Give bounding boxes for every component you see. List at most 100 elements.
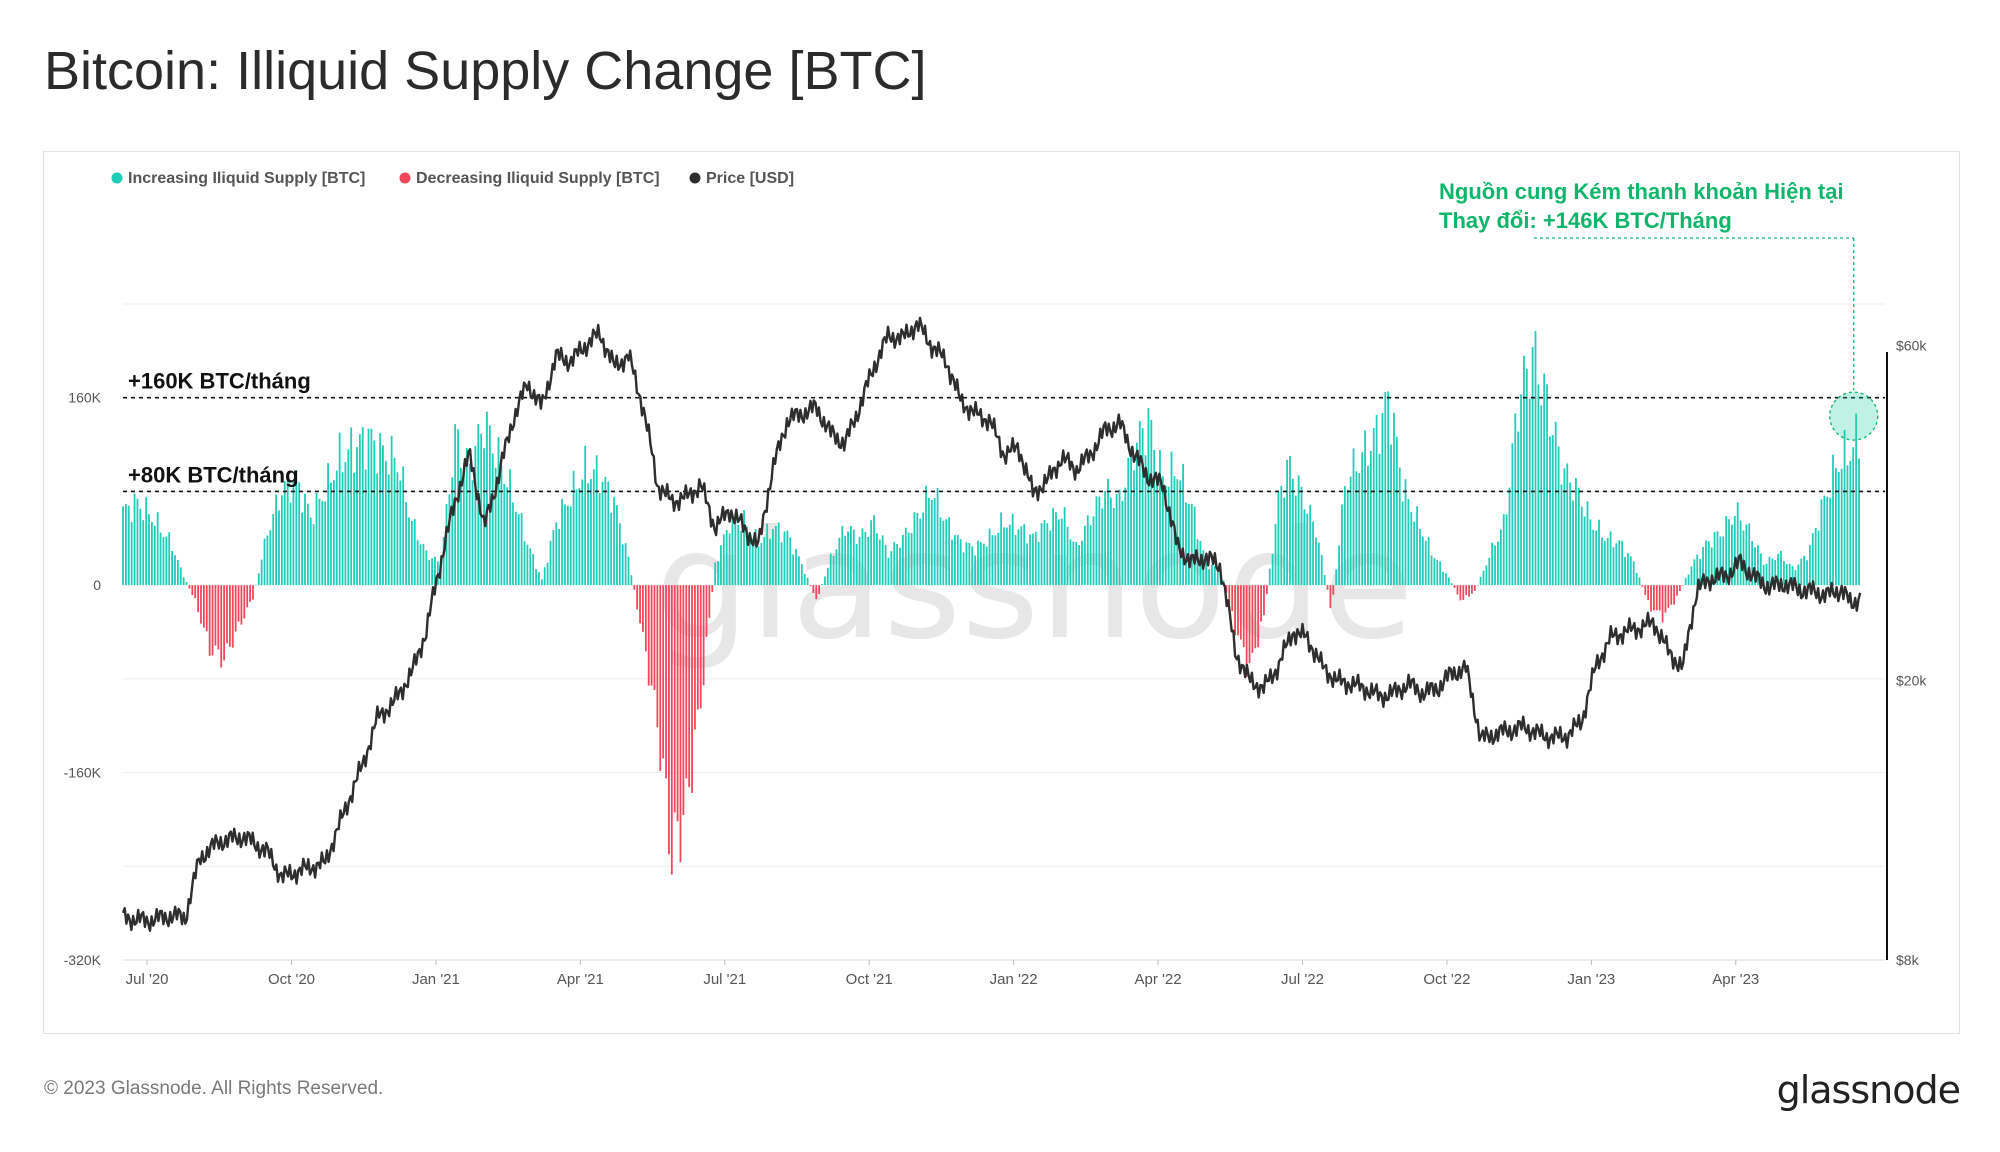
- bar-increase: [1315, 537, 1317, 586]
- bar-increase: [1560, 484, 1563, 586]
- bar-increase: [1375, 415, 1378, 586]
- bar-increase: [350, 427, 353, 586]
- bar-increase: [1705, 540, 1707, 586]
- bar-increase: [1046, 523, 1049, 586]
- bar-increase: [826, 567, 829, 586]
- bar-increase: [1505, 514, 1508, 586]
- bar-increase: [876, 533, 878, 586]
- chart-panel: glassnode +160K BTC/tháng +80K BTC/tháng 16…: [43, 151, 1960, 1034]
- bar-decrease: [1670, 585, 1673, 605]
- bar-increase: [1583, 516, 1586, 586]
- bar-increase: [575, 489, 578, 586]
- bar-increase: [393, 457, 396, 586]
- bar-increase: [428, 560, 431, 586]
- bar-increase: [581, 479, 584, 586]
- bar-increase: [896, 544, 899, 586]
- bar-increase: [925, 485, 927, 586]
- y-right-tick-label: $8k: [1896, 952, 1920, 968]
- bar-increase: [1144, 455, 1147, 586]
- bar-increase: [416, 540, 419, 586]
- bar-decrease: [1459, 585, 1462, 601]
- bar-increase: [465, 448, 468, 586]
- bar-increase: [618, 523, 621, 586]
- bar-increase: [1104, 491, 1106, 586]
- bar-decrease: [1239, 585, 1242, 640]
- bar-increase: [460, 467, 462, 586]
- bar-decrease: [1225, 585, 1228, 593]
- bar-increase: [529, 548, 532, 586]
- bar-increase: [1811, 533, 1814, 586]
- bar-increase: [740, 530, 743, 586]
- bar-increase: [746, 526, 748, 586]
- bar-decrease: [234, 585, 237, 632]
- bar-increase: [124, 503, 127, 586]
- bar-increase: [1306, 513, 1309, 586]
- bar-increase: [1499, 529, 1502, 586]
- bar-increase: [867, 536, 870, 586]
- bar-increase: [884, 544, 887, 586]
- bar-increase: [1852, 447, 1855, 586]
- bar-decrease: [246, 585, 249, 608]
- bar-increase: [754, 529, 757, 586]
- legend: Increasing Iliquid Supply [BTC] Decreasin…: [111, 170, 794, 187]
- bar-increase: [780, 542, 783, 586]
- bar-increase: [1049, 530, 1052, 586]
- bar-increase: [1502, 514, 1505, 586]
- bar-increase: [1395, 436, 1398, 586]
- bar-increase: [344, 462, 347, 586]
- bar-increase: [1765, 563, 1768, 586]
- bar-increase: [390, 435, 393, 586]
- bar-increase: [873, 515, 875, 586]
- bar-increase: [462, 463, 465, 586]
- bar-increase: [526, 544, 529, 586]
- bar-increase: [1309, 504, 1312, 586]
- bar-increase: [1398, 467, 1401, 586]
- bar-decrease: [1329, 585, 1332, 609]
- bar-increase: [321, 501, 324, 586]
- bar-increase: [1130, 447, 1132, 586]
- bar-increase: [457, 429, 459, 586]
- bar-decrease: [705, 585, 708, 637]
- y-left-tick-label: 160K: [68, 390, 101, 406]
- bar-increase: [792, 554, 795, 586]
- bar-increase: [610, 512, 613, 586]
- footer-copyright: © 2023 Glassnode. All Rights Reserved.: [44, 1078, 384, 1099]
- bar-increase: [1762, 564, 1765, 586]
- bar-increase: [1361, 452, 1364, 586]
- bar-increase: [722, 534, 725, 586]
- bar-decrease: [1453, 585, 1456, 588]
- bar-increase: [1005, 527, 1008, 586]
- bar-decrease: [1641, 585, 1644, 587]
- bar-increase: [798, 556, 800, 586]
- bar-increase: [1722, 536, 1725, 586]
- bar-decrease: [694, 585, 696, 730]
- legend-label: Price [USD]: [706, 170, 794, 187]
- bar-increase: [1450, 583, 1453, 586]
- bar-increase: [506, 487, 509, 586]
- bar-increase: [1008, 524, 1011, 586]
- bar-decrease: [1653, 585, 1655, 611]
- bar-increase: [1638, 577, 1641, 586]
- bar-increase: [1393, 412, 1395, 586]
- bar-increase: [1283, 497, 1286, 586]
- bar-increase: [1445, 573, 1447, 586]
- bar-increase: [904, 527, 907, 586]
- bar-increase: [1086, 515, 1089, 586]
- bar-decrease: [668, 585, 670, 855]
- bar-increase: [145, 497, 147, 586]
- bar-decrease: [217, 585, 220, 650]
- bar-increase: [936, 487, 939, 586]
- bar-increase: [1777, 553, 1780, 586]
- bar-increase: [1193, 506, 1196, 586]
- bar-increase: [1124, 487, 1127, 586]
- bar-increase: [1517, 431, 1520, 586]
- y-left-tick-label: 0: [93, 577, 101, 593]
- bar-increase: [174, 555, 176, 586]
- bar-increase: [382, 445, 384, 586]
- bar-increase: [1294, 495, 1297, 586]
- bar-increase: [913, 512, 916, 586]
- bar-increase: [1788, 563, 1791, 586]
- bar-increase: [1014, 535, 1017, 586]
- bar-increase: [1791, 566, 1794, 586]
- annotation-text: Nguồn cung Kém thanh khoản Hiện tại: [1439, 179, 1844, 204]
